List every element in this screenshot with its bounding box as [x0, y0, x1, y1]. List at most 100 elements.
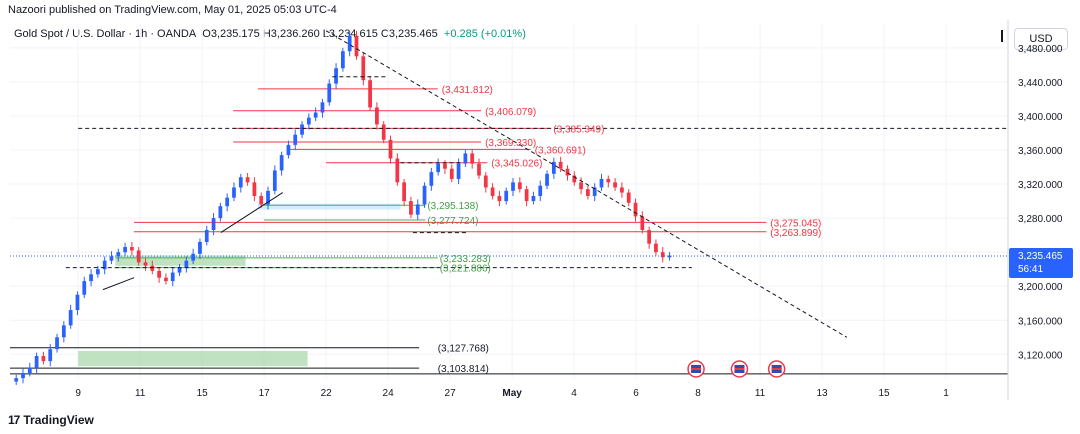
candle-body: [123, 247, 127, 253]
x-tick-label: 24: [383, 388, 395, 399]
candle-body: [477, 163, 481, 176]
candle-body: [497, 195, 502, 202]
candle-body: [14, 378, 19, 382]
candle-body: [130, 247, 134, 251]
candle-body: [517, 182, 522, 190]
candle-body: [592, 187, 597, 196]
symbol-name: Gold Spot / U.S. Dollar · 1h · OANDA: [14, 28, 197, 40]
economic-event-icon: [730, 360, 749, 378]
price-change: +0.285 (+0.01%): [443, 28, 526, 40]
candle-body: [41, 356, 46, 362]
candle-body: [565, 168, 570, 176]
candle-body: [456, 163, 461, 179]
candle-body: [545, 173, 549, 186]
x-tick-label: 9: [75, 388, 81, 399]
candle-body: [327, 83, 332, 103]
candle-body: [116, 252, 121, 257]
y-tick-label: 3,160.000: [1018, 316, 1063, 327]
blue-zone: [257, 203, 401, 210]
candle-body: [21, 373, 25, 379]
x-tick-label: 4: [571, 388, 577, 399]
publisher-line: Nazoori published on TradingView.com, Ma…: [8, 4, 337, 16]
candle-body: [640, 216, 645, 231]
candle-body: [586, 189, 590, 196]
candle-body: [524, 189, 529, 202]
candle-body: [558, 161, 563, 169]
candle-body: [381, 124, 386, 140]
candle-body: [68, 310, 73, 326]
candle-body: [572, 175, 577, 183]
resistance-label: (3,360.691): [535, 145, 586, 156]
candle-body: [436, 163, 441, 173]
candle-body: [449, 168, 454, 179]
candle-body: [538, 185, 543, 196]
candle-body: [633, 202, 638, 217]
candle-body: [266, 190, 270, 205]
settings-icon[interactable]: [1000, 29, 1010, 43]
candle-body: [293, 134, 298, 145]
candle-body: [415, 204, 420, 215]
candle-body: [626, 192, 631, 203]
symbol-legend[interactable]: Gold Spot / U.S. Dollar · 1h · OANDA O3,…: [14, 28, 526, 40]
candle-body: [157, 270, 161, 278]
x-tick-label: 11: [755, 388, 766, 399]
support-label: (3,295.138): [427, 201, 478, 212]
tradingview-wordmark: TradingView: [23, 413, 94, 427]
resistance-label: (3,275.045): [770, 218, 821, 229]
candle-body: [232, 187, 236, 198]
candle-body: [620, 187, 624, 193]
candle-body: [143, 262, 148, 266]
candle-body: [170, 272, 175, 282]
y-tick-label: 3,400.000: [1018, 112, 1063, 123]
candle-body: [375, 107, 379, 125]
candle-body: [613, 182, 617, 188]
key-level-label: (3,103.814): [438, 364, 489, 375]
candle-body: [443, 163, 447, 169]
candle-body: [82, 281, 87, 295]
last-price-label: 3,235.465: [1018, 251, 1063, 262]
channel-line: [220, 192, 284, 233]
candle-body: [272, 170, 277, 191]
resistance-label: (3,263.899): [770, 228, 821, 239]
economic-event-icon: [687, 360, 705, 378]
candle-body: [306, 117, 311, 125]
candle-body: [102, 260, 107, 270]
candle-body: [191, 253, 196, 261]
tradingview-logo[interactable]: 17 TradingView: [8, 413, 94, 427]
x-tick-label: 15: [197, 388, 209, 399]
candle-body: [61, 325, 66, 338]
candle-body: [504, 190, 509, 202]
candle-body: [55, 337, 59, 350]
candle-body: [238, 177, 243, 188]
candle-body: [27, 367, 32, 374]
candle-body: [347, 35, 352, 52]
y-tick-label: 3,200.000: [1018, 282, 1063, 293]
support-zone: [115, 255, 246, 266]
candle-body: [48, 349, 53, 362]
y-tick-label: 3,360.000: [1018, 146, 1063, 157]
candle-body: [511, 182, 515, 191]
candle-body: [429, 172, 434, 186]
x-tick-label: 15: [878, 388, 890, 399]
candle-body: [204, 230, 209, 242]
candle-body: [531, 195, 536, 202]
candle-body: [361, 56, 366, 81]
candle-body: [388, 139, 393, 159]
candle-body: [184, 260, 189, 268]
ohlc-values: O3,235.175 H3,236.260 L3,234.615 C3,235.…: [202, 28, 438, 40]
candle-body: [409, 201, 413, 215]
x-tick-label: 1: [943, 388, 949, 399]
candle-body: [95, 269, 100, 275]
support-zone-lower: [78, 350, 308, 367]
candle-body: [218, 206, 223, 219]
resistance-label: (3,431.812): [442, 85, 493, 96]
candle-body: [490, 187, 495, 196]
candle-body: [395, 158, 400, 183]
x-tick-label: 22: [321, 388, 333, 399]
currency-button[interactable]: USD: [1014, 28, 1068, 50]
candle-body: [252, 182, 257, 196]
candle-body: [211, 218, 216, 231]
candle-body: [654, 243, 658, 253]
candle-body: [286, 144, 291, 156]
